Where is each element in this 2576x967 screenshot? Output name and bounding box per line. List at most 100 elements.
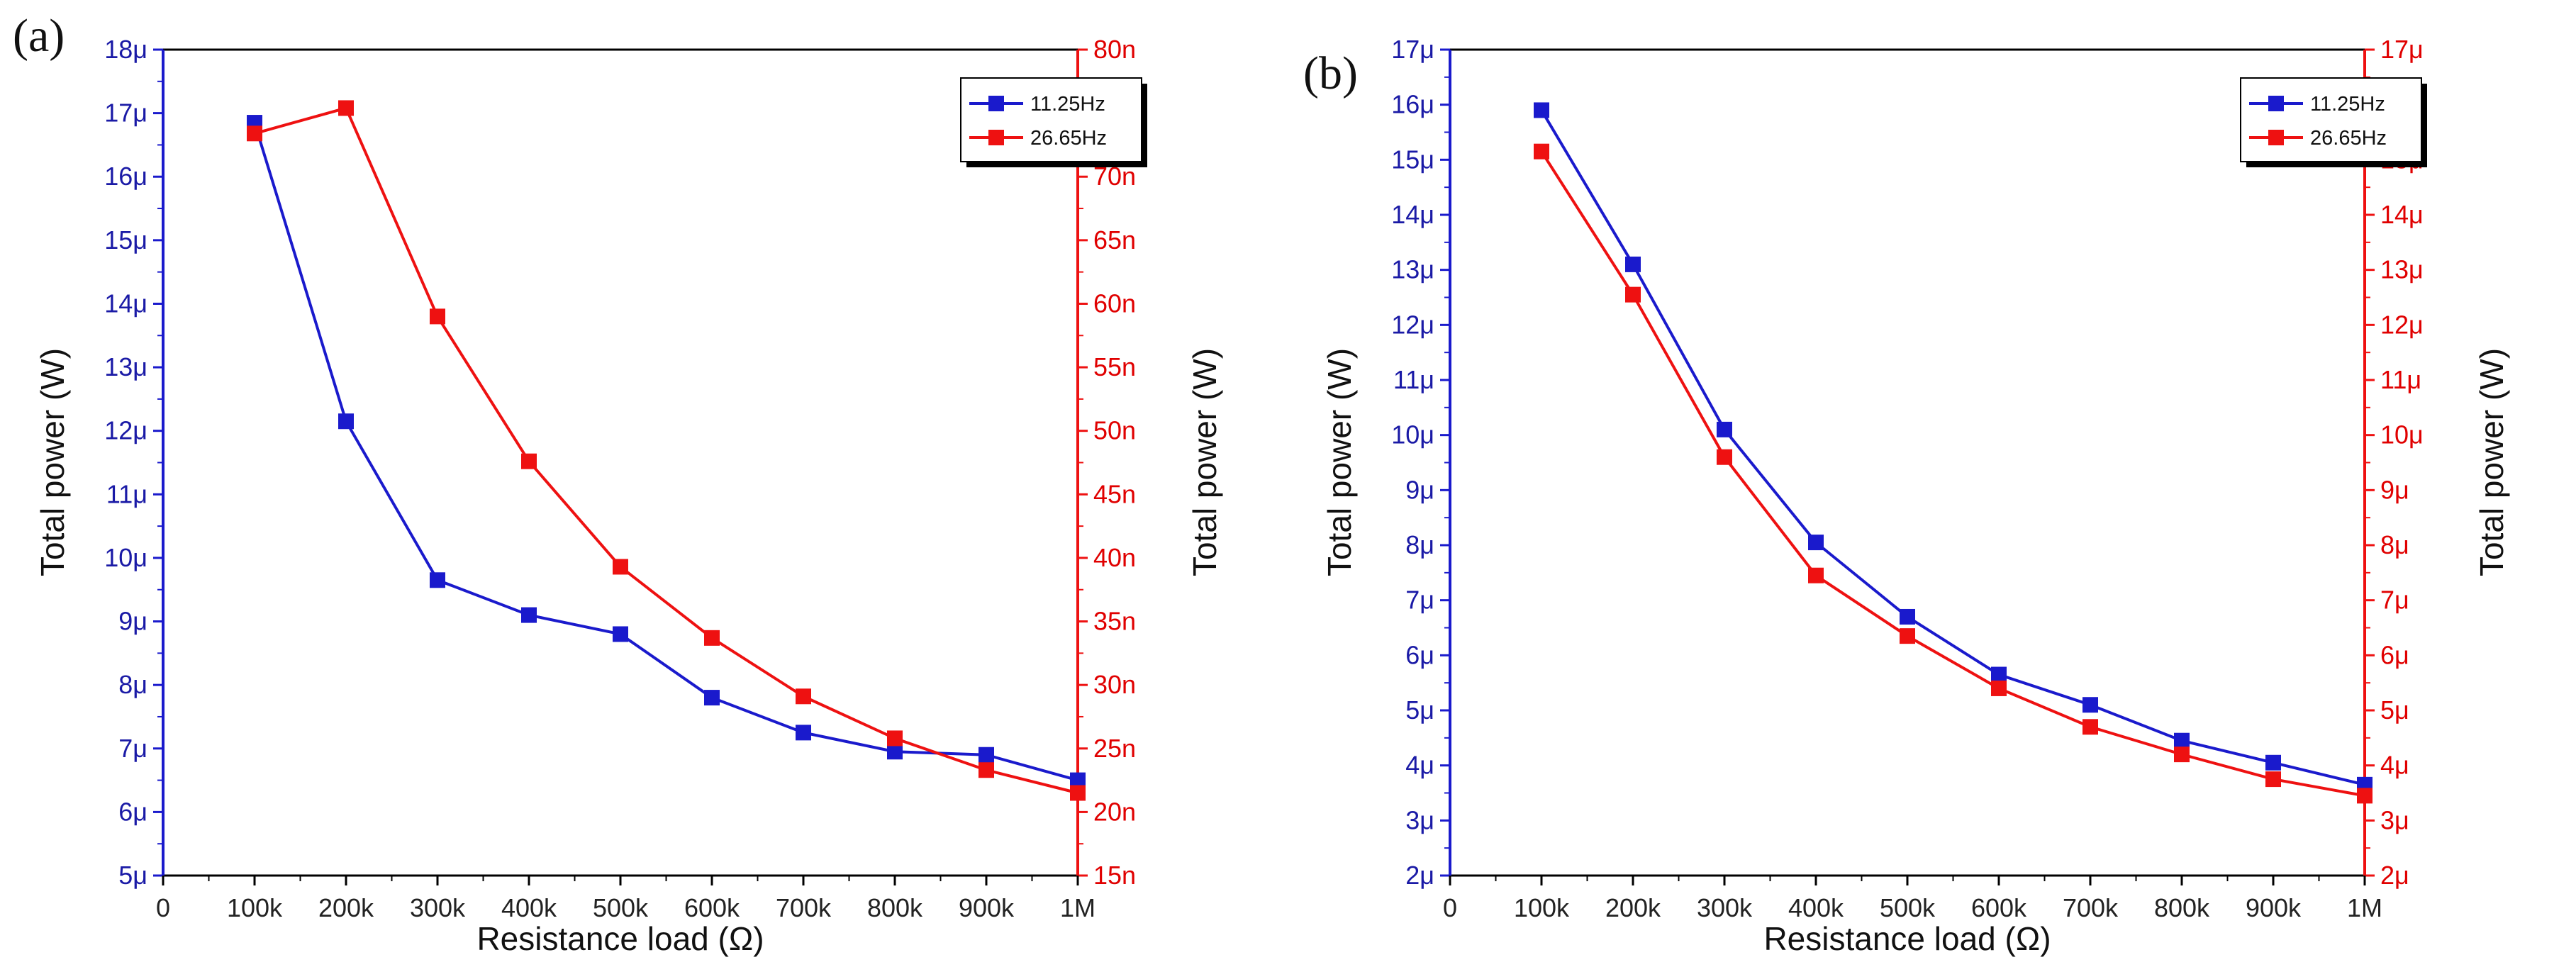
right-y-tick-label: 60n <box>1093 289 1136 318</box>
left-y-tick-label: 14μ <box>104 289 147 318</box>
right-y-tick-label: 10μ <box>2380 420 2424 449</box>
right-y-axis-title: Total power (W) <box>2473 348 2510 576</box>
data-point-26.65Hz <box>887 730 903 747</box>
left-y-tick-label: 12μ <box>104 416 147 445</box>
data-point-11.25Hz <box>978 747 994 763</box>
panel-label: (a) <box>13 10 65 62</box>
x-tick-label: 0 <box>1443 893 1457 922</box>
series-line-26.65Hz <box>1540 150 2365 798</box>
data-point-11.25Hz <box>704 690 720 706</box>
x-tick-label: 900k <box>2246 893 2302 922</box>
data-point-11.25Hz <box>1900 608 1915 625</box>
left-y-tick-label: 10μ <box>104 543 147 572</box>
legend-marker-11.25Hz <box>2268 96 2284 111</box>
data-point-26.65Hz <box>1625 286 1641 303</box>
legend-marker-11.25Hz <box>988 96 1004 111</box>
right-y-tick-label: 14μ <box>2380 200 2424 229</box>
x-tick-label: 1M <box>2347 893 2382 922</box>
left-y-tick-label: 13μ <box>1391 255 1434 284</box>
data-point-11.25Hz <box>2174 732 2190 749</box>
right-y-tick-label: 80n <box>1093 35 1136 64</box>
x-tick-label: 100k <box>1514 893 1570 922</box>
left-y-tick-label: 6μ <box>1405 640 1434 669</box>
left-y-tick-label: 2μ <box>1405 861 1434 890</box>
left-y-tick-label: 12μ <box>1391 310 1434 339</box>
left-y-tick-label: 4μ <box>1405 751 1434 780</box>
data-point-11.25Hz <box>1717 421 1732 437</box>
left-y-tick-label: 7μ <box>1405 586 1434 615</box>
left-y-tick-label: 16μ <box>1391 90 1434 119</box>
left-y-tick-label: 5μ <box>1405 695 1434 725</box>
data-point-11.25Hz <box>1991 666 2007 683</box>
data-point-11.25Hz <box>887 744 903 760</box>
data-point-26.65Hz <box>521 453 537 469</box>
data-point-11.25Hz <box>2265 754 2281 771</box>
data-point-26.65Hz <box>978 762 994 778</box>
left-y-tick-label: 9μ <box>1405 475 1434 504</box>
panel-b-chart: (b) 2μ 3μ 4μ 5μ 6μ 7μ 8μ 9μ 10μ 11μ 12μ 13μ 14μ 15μ 16μ… <box>1303 35 2510 957</box>
data-point-11.25Hz <box>1070 772 1086 788</box>
right-y-tick-label: 55n <box>1093 352 1136 381</box>
left-y-tick-label: 8μ <box>118 670 147 699</box>
x-tick-label: 0 <box>156 893 170 922</box>
legend-marker-26.65Hz <box>988 130 1004 145</box>
x-tick-label: 400k <box>1788 893 1844 922</box>
left-y-tick-label: 13μ <box>104 352 147 381</box>
data-point-11.25Hz <box>613 626 628 642</box>
data-point-26.65Hz <box>2082 719 2098 735</box>
series-line-11.25Hz <box>253 122 1078 782</box>
data-point-11.25Hz <box>338 413 354 430</box>
legend-label: 26.65Hz <box>2310 127 2387 150</box>
x-tick-label: 700k <box>776 893 832 922</box>
panel-a-chart: (a) 5μ 6μ 7μ 8μ 9μ 10μ 11μ 12μ 13μ 14μ 15μ 16μ 17μ 18μ… <box>13 10 1223 957</box>
left-y-axis-title: Total power (W) <box>34 348 71 576</box>
right-y-tick-label: 40n <box>1093 543 1136 572</box>
right-y-tick-label: 45n <box>1093 479 1136 508</box>
data-point-11.25Hz <box>1808 535 1824 551</box>
left-y-tick-label: 6μ <box>118 797 147 826</box>
right-y-tick-label: 65n <box>1093 225 1136 255</box>
right-y-tick-label: 9μ <box>2380 475 2409 504</box>
legend-box <box>2240 77 2422 162</box>
right-y-tick-label: 20n <box>1093 797 1136 826</box>
data-point-26.65Hz <box>1808 567 1824 583</box>
right-y-tick-label: 6μ <box>2380 640 2409 669</box>
data-point-26.65Hz <box>430 308 445 325</box>
left-y-tick-label: 9μ <box>118 607 147 636</box>
right-y-tick-label: 11μ <box>2380 365 2421 394</box>
right-y-tick-label: 25n <box>1093 734 1136 763</box>
left-y-tick-label: 11μ <box>1393 365 1434 394</box>
left-y-tick-label: 15μ <box>1391 145 1434 174</box>
right-y-axis-title: Total power (W) <box>1186 348 1223 576</box>
x-tick-label: 500k <box>593 893 649 922</box>
left-y-tick-label: 16μ <box>104 162 147 191</box>
x-tick-label: 600k <box>1971 893 2027 922</box>
right-y-tick-label: 5μ <box>2380 695 2409 725</box>
x-tick-label: 200k <box>1605 893 1661 922</box>
left-y-tick-label: 8μ <box>1405 530 1434 559</box>
data-point-11.25Hz <box>521 607 537 623</box>
x-tick-label: 800k <box>867 893 923 922</box>
left-y-tick-label: 5μ <box>118 861 147 890</box>
left-y-tick-label: 10μ <box>1391 420 1434 449</box>
right-y-tick-label: 8μ <box>2380 530 2409 559</box>
right-y-tick-label: 15n <box>1093 861 1136 890</box>
data-point-26.65Hz <box>1534 143 1549 160</box>
right-y-tick-label: 35n <box>1093 607 1136 636</box>
left-y-tick-label: 11μ <box>106 479 147 508</box>
data-point-26.65Hz <box>1717 449 1732 465</box>
x-axis-title: Resistance load (Ω) <box>476 920 764 957</box>
right-y-tick-label: 17μ <box>2380 35 2424 64</box>
right-y-tick-label: 12μ <box>2380 310 2424 339</box>
data-point-26.65Hz <box>613 559 628 575</box>
data-point-11.25Hz <box>1534 102 1549 118</box>
series-line-11.25Hz <box>1540 109 2365 786</box>
data-point-26.65Hz <box>2357 788 2373 804</box>
left-y-tick-label: 7μ <box>118 734 147 763</box>
legend-label: 26.65Hz <box>1030 127 1107 150</box>
right-y-tick-label: 4μ <box>2380 751 2409 780</box>
data-point-11.25Hz <box>430 572 445 588</box>
data-point-11.25Hz <box>1625 256 1641 272</box>
x-tick-label: 400k <box>501 893 557 922</box>
